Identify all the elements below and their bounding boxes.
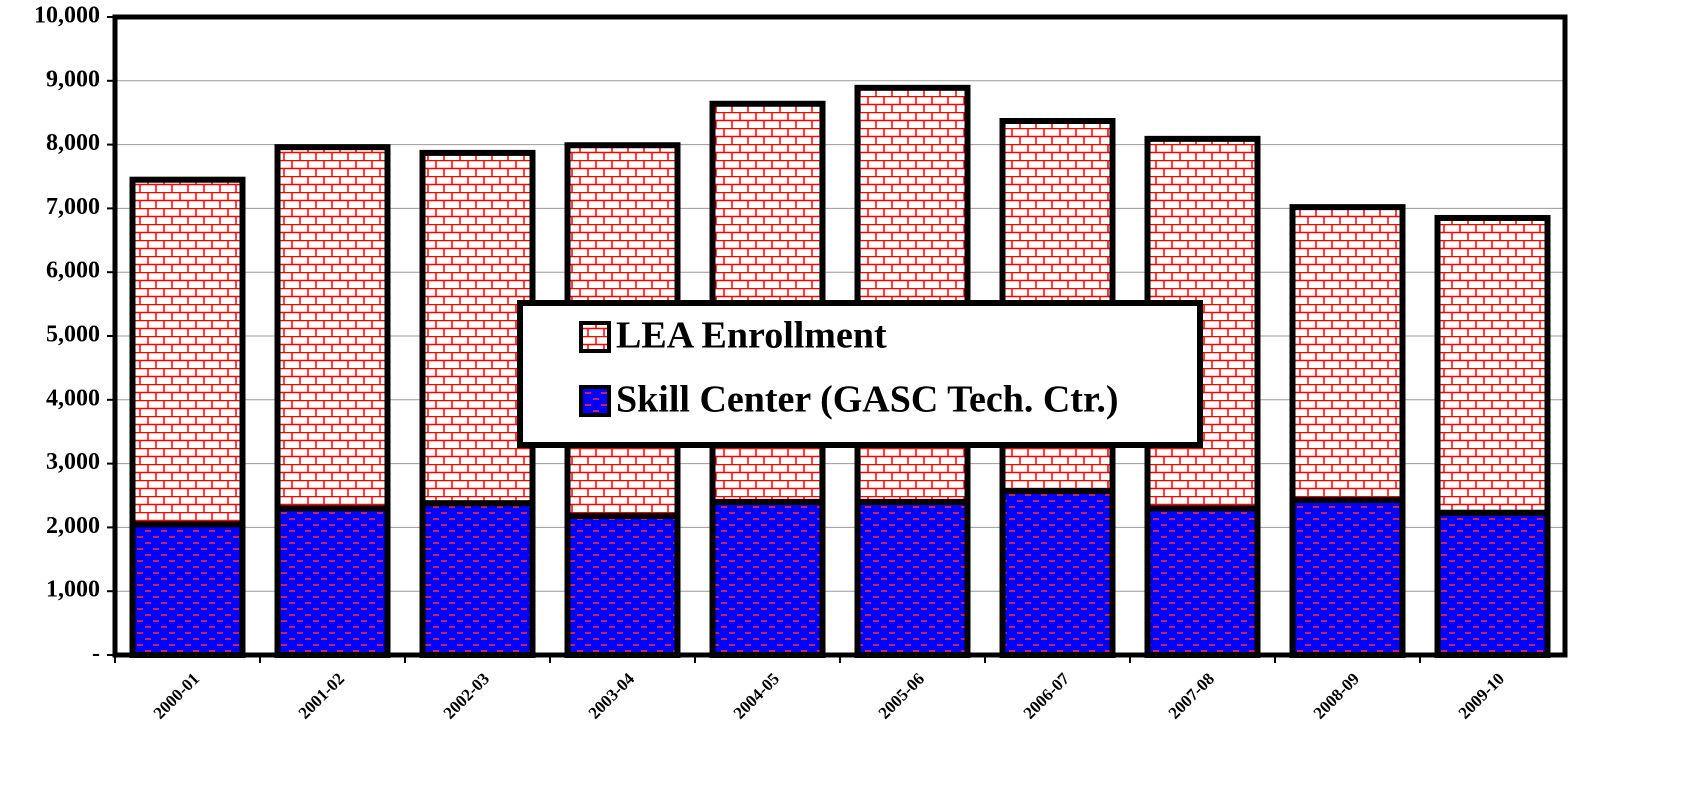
bar-segment — [129, 521, 246, 659]
legend-box — [517, 300, 1203, 448]
x-tick-label: 2001-02 — [295, 669, 349, 723]
x-tick-label: 2007-08 — [1165, 669, 1219, 723]
legend-swatch — [579, 321, 611, 353]
y-tick-label: 4,000 — [46, 385, 100, 411]
bar-segment — [999, 488, 1116, 658]
bar-segment — [419, 149, 536, 507]
y-tick-label: - — [92, 641, 100, 667]
y-tick-label: 10,000 — [34, 3, 100, 29]
x-tick-label: 2009-10 — [1455, 669, 1509, 723]
y-tick-label: 3,000 — [46, 449, 100, 475]
legend-label: Skill Center (GASC Tech. Ctr.) — [616, 379, 1118, 421]
y-tick-label: 9,000 — [46, 66, 100, 92]
bar-segment — [854, 498, 971, 658]
y-tick-label: 6,000 — [46, 258, 100, 284]
y-tick-label: 7,000 — [46, 194, 100, 220]
bar-segment — [129, 176, 246, 528]
x-tick-label: 2003-04 — [585, 669, 639, 723]
x-tick-label: 2002-03 — [440, 669, 494, 723]
bar-segment — [564, 512, 681, 659]
x-tick-label: 2004-05 — [730, 669, 784, 723]
x-tick-label: 2008-09 — [1310, 669, 1364, 723]
plot-frame — [112, 14, 1568, 658]
x-tick-label: 2005-06 — [875, 669, 929, 723]
x-tick-label: 2000-01 — [150, 669, 204, 723]
bar-segment — [1434, 509, 1551, 659]
bar-segment — [419, 500, 536, 658]
legend: LEA Enrollment Skill Center (GASC Tech. C… — [517, 300, 1203, 448]
bar-segment — [1289, 204, 1406, 503]
y-tick-label: 8,000 — [46, 130, 100, 156]
bar-segment — [709, 498, 826, 658]
y-tick-label: 5,000 — [46, 322, 100, 348]
bar-segment — [274, 505, 391, 659]
y-tick-label: 1,000 — [46, 577, 100, 603]
x-tick-label: 2006-07 — [1020, 669, 1074, 723]
bar-segment — [1144, 505, 1261, 659]
bar-segment — [1434, 214, 1551, 516]
legend-label: LEA Enrollment — [616, 315, 887, 357]
bar-segment — [274, 144, 391, 512]
y-tick-label: 2,000 — [46, 513, 100, 539]
legend-swatch — [579, 385, 611, 417]
bar-segment — [1289, 496, 1406, 658]
